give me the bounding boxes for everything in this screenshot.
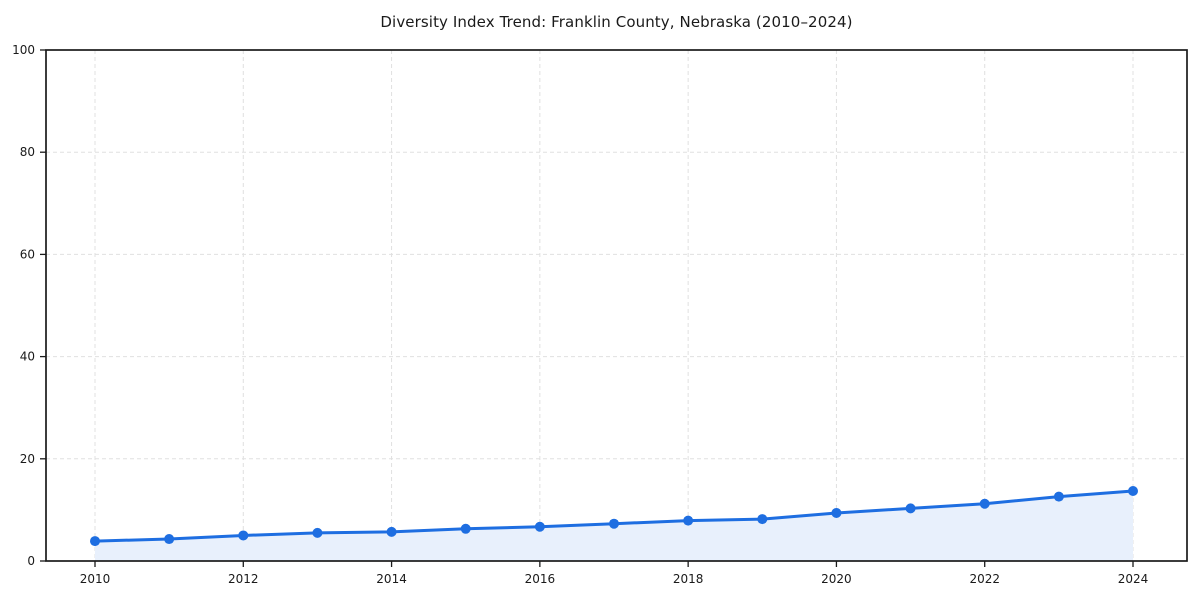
y-tick-label: 40 xyxy=(20,350,35,364)
data-point-2012 xyxy=(238,530,249,541)
plot-border xyxy=(45,49,1188,562)
data-point-2023 xyxy=(1053,491,1064,502)
data-point-2010 xyxy=(90,536,100,547)
data-point-2021 xyxy=(905,503,916,514)
data-point-2017 xyxy=(609,518,619,529)
y-tick-label: 60 xyxy=(20,247,35,261)
x-tick-label: 2022 xyxy=(969,572,1000,586)
y-tick-label: 0 xyxy=(27,554,35,568)
x-tick-label: 2018 xyxy=(673,572,704,586)
x-tick-label: 2012 xyxy=(228,572,259,586)
data-point-2022 xyxy=(979,498,990,509)
chart-title: Diversity Index Trend: Franklin County, … xyxy=(380,13,853,31)
y-tick-label: 80 xyxy=(20,145,35,159)
x-tick-label: 2016 xyxy=(525,572,556,586)
x-tick-label: 2020 xyxy=(821,572,852,586)
data-point-2015 xyxy=(460,523,471,534)
data-point-2018 xyxy=(683,515,694,526)
data-point-2014 xyxy=(386,526,397,537)
data-point-2016 xyxy=(534,521,545,532)
data-point-2019 xyxy=(757,514,768,525)
data-point-2013 xyxy=(312,527,323,538)
y-tick-label: 20 xyxy=(20,452,35,466)
data-point-2024 xyxy=(1128,485,1138,496)
y-tick-label: 100 xyxy=(12,43,35,57)
data-point-2011 xyxy=(164,534,175,545)
x-tick-label: 2010 xyxy=(80,572,111,586)
x-tick-label: 2024 xyxy=(1118,572,1149,586)
x-tick-label: 2014 xyxy=(376,572,407,586)
data-point-2020 xyxy=(831,507,842,518)
